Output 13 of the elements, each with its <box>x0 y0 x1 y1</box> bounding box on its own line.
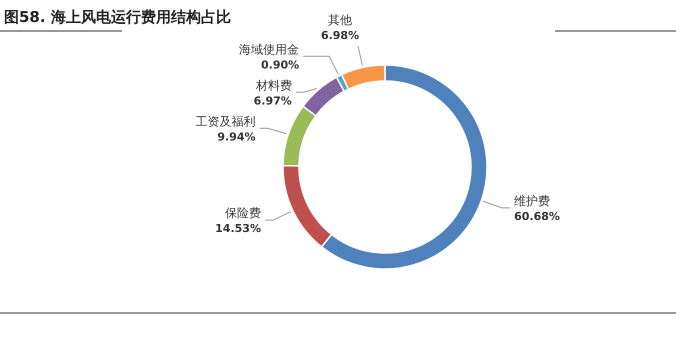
data-label: 6.97% <box>254 94 292 108</box>
slice-label: 工资及福利 <box>196 114 256 128</box>
data-label: 60.68% <box>514 210 560 223</box>
slice-label: 保险费 <box>224 206 261 220</box>
slice-label: 其他 <box>328 12 352 27</box>
data-label: 9.94% <box>217 130 256 144</box>
chart-title: 图58. 海上风电运行费用结构占比 <box>4 8 231 26</box>
slice-label: 海域使用金 <box>239 42 300 56</box>
data-label: 0.90% <box>261 58 300 72</box>
data-label: 6.98% <box>320 28 360 42</box>
data-label: 14.53% <box>215 222 261 236</box>
slice-label: 维护费 <box>514 194 550 208</box>
slice-label: 材料费 <box>254 78 292 92</box>
